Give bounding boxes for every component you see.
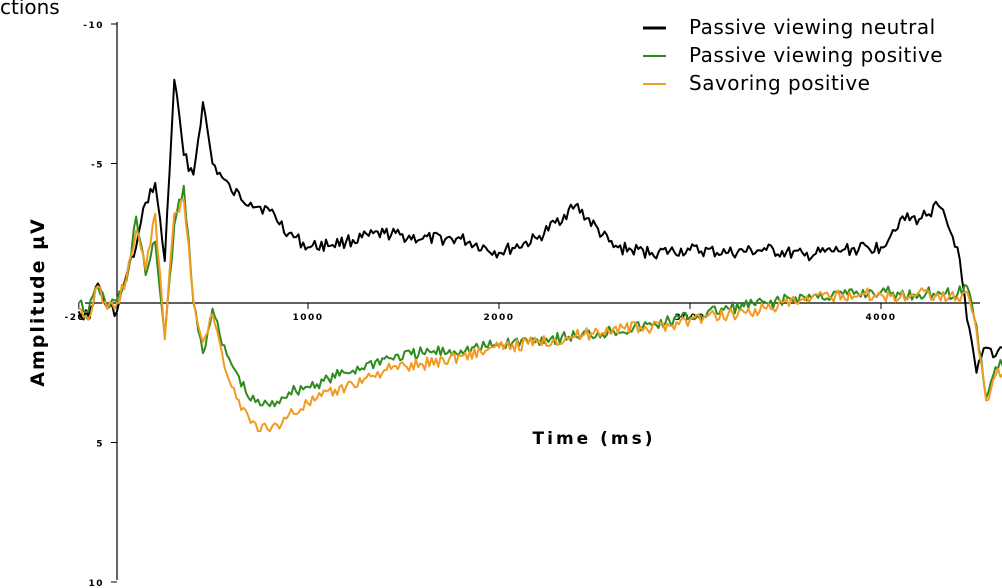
y-tick-label: 10 xyxy=(88,579,104,588)
series-line-3 xyxy=(78,198,1002,433)
legend-label: Passive viewing positive xyxy=(689,43,943,67)
ticks xyxy=(78,23,882,583)
series-line-1 xyxy=(77,78,1002,374)
x-tick-label: -200 xyxy=(65,313,94,323)
y-tick-label: 5 xyxy=(96,440,104,450)
x-axis-title: Time (ms) xyxy=(533,429,656,449)
y-tick-label: -10 xyxy=(83,21,104,31)
legend-label: Passive viewing neutral xyxy=(689,15,936,39)
x-tick-label: 4000 xyxy=(865,313,896,323)
series-lines xyxy=(77,78,1002,433)
legend-label: Savoring positive xyxy=(689,71,870,95)
series-line-2 xyxy=(78,184,1002,408)
corner-text: ctions xyxy=(0,0,60,19)
y-axis-title: Amplitude µV xyxy=(27,217,49,387)
legend: Passive viewing neutral Passive viewing p… xyxy=(643,15,943,95)
axes xyxy=(85,22,980,580)
x-tick-label: 1000 xyxy=(292,313,323,323)
y-tick-label: -5 xyxy=(91,161,104,171)
x-tick-label: 2000 xyxy=(483,313,514,323)
